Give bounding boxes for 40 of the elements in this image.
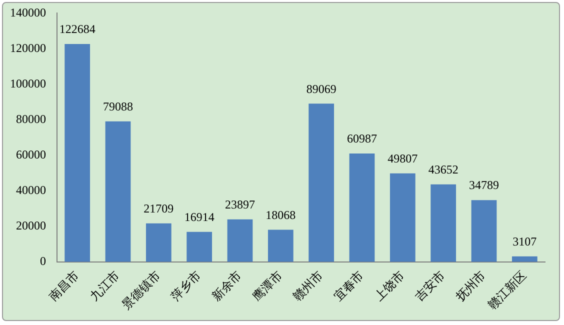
x-tick-label: 宜春市: [331, 268, 366, 304]
data-label: 16914: [184, 210, 214, 224]
x-tick-label: 新余市: [209, 268, 244, 304]
data-label: 18068: [266, 208, 296, 222]
y-tick-label: 100000: [10, 76, 46, 90]
bar: [268, 230, 294, 262]
y-tick-label: 0: [40, 254, 46, 268]
x-tick-label: 赣州市: [290, 268, 326, 304]
bar: [105, 121, 131, 262]
y-tick-label: 140000: [10, 5, 46, 20]
x-tick-label: 上饶市: [372, 268, 408, 304]
bar: [349, 154, 375, 262]
data-label: 79088: [103, 100, 133, 114]
y-tick-label: 80000: [16, 112, 46, 126]
data-label: 60987: [347, 132, 377, 146]
bar: [430, 184, 456, 262]
data-label: 122684: [59, 22, 96, 36]
bar: [512, 256, 538, 262]
bar: [146, 223, 172, 262]
bar: [308, 104, 334, 262]
bar: [227, 219, 253, 262]
bar: [186, 232, 212, 262]
x-tick-label: 南昌市: [46, 268, 82, 304]
data-label: 21709: [144, 201, 174, 216]
bar: [64, 44, 90, 262]
data-label: 43652: [428, 162, 458, 176]
data-label: 34789: [469, 178, 499, 192]
y-tick-label: 40000: [16, 182, 46, 197]
x-tick-label: 吉安市: [412, 268, 448, 304]
y-tick-label: 20000: [16, 218, 46, 233]
bar: [390, 173, 416, 262]
x-tick-label: 鹰潭市: [250, 268, 286, 304]
data-label: 49807: [388, 152, 418, 166]
data-label: 23897: [225, 198, 255, 212]
x-tick-label: 萍乡市: [168, 268, 204, 304]
data-label: 89069: [306, 82, 336, 96]
y-tick-label: 120000: [10, 40, 46, 55]
y-tick-label: 60000: [16, 147, 46, 162]
data-label: 3107: [512, 234, 537, 249]
bar: [471, 200, 497, 262]
